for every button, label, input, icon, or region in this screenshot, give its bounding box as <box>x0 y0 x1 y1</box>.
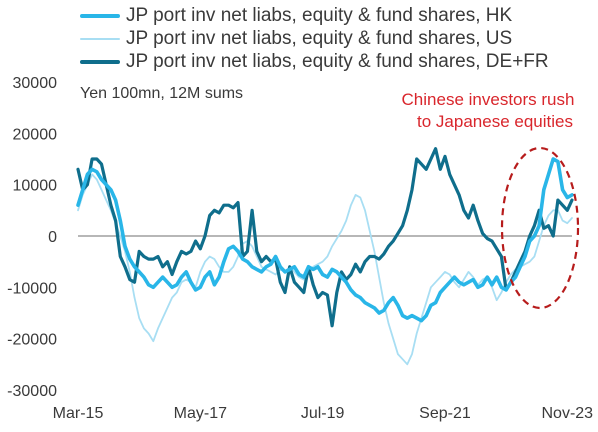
series-line-de-fr <box>76 147 574 328</box>
y-tick-label: 20000 <box>13 126 58 143</box>
x-tick-label: Jul-19 <box>301 405 345 422</box>
y-tick-label: 0 <box>48 229 57 246</box>
x-axis-ticks: Mar-15 May-17 Jul-19 Sep-21 Nov-23 <box>53 405 594 422</box>
x-tick-label: Nov-23 <box>542 405 594 422</box>
legend-swatch-hk <box>80 13 120 18</box>
y-tick-label: 30000 <box>13 75 58 92</box>
annotation-ellipse <box>500 146 580 310</box>
annotation-line-2: to Japanese equities <box>417 112 573 131</box>
x-tick-label: May-17 <box>174 405 227 422</box>
legend-item-us: JP port inv net liabs, equity & fund sha… <box>80 27 549 50</box>
x-tick-label: Mar-15 <box>53 405 104 422</box>
series-layer <box>76 147 574 366</box>
y-tick-label: -30000 <box>7 383 57 400</box>
chart-subtitle: Yen 100mn, 12M sums <box>80 85 243 102</box>
legend-label-us: JP port inv net liabs, equity & fund sha… <box>126 27 513 49</box>
y-tick-label: -10000 <box>7 280 57 297</box>
y-tick-label: 10000 <box>13 178 58 195</box>
legend: JP port inv net liabs, equity & fund sha… <box>80 4 549 73</box>
legend-label-de-fr: JP port inv net liabs, equity & fund sha… <box>126 50 549 72</box>
annotation-group: Chinese investors rush to Japanese equit… <box>402 90 580 310</box>
y-axis-ticks: 30000 20000 10000 0 -10000 -20000 -30000 <box>7 75 57 400</box>
series-line-us <box>77 173 573 366</box>
y-tick-label: -20000 <box>7 332 57 349</box>
series-line-hk <box>76 157 574 323</box>
x-tick-label: Sep-21 <box>419 405 471 422</box>
annotation-line-1: Chinese investors rush <box>402 90 575 109</box>
legend-swatch-de-fr <box>80 59 120 64</box>
legend-item-de-fr: JP port inv net liabs, equity & fund sha… <box>80 50 549 73</box>
legend-item-hk: JP port inv net liabs, equity & fund sha… <box>80 4 549 27</box>
legend-swatch-us <box>80 37 120 40</box>
legend-label-hk: JP port inv net liabs, equity & fund sha… <box>126 4 513 26</box>
